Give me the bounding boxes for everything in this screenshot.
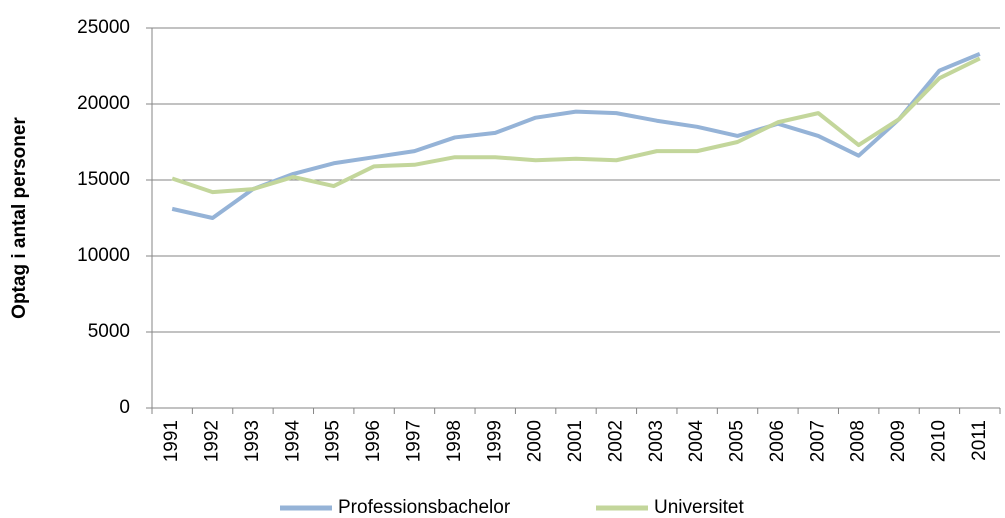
x-tick-label: 2004 bbox=[686, 420, 707, 463]
series-line bbox=[171, 56, 981, 195]
x-tick-label: 2010 bbox=[928, 420, 949, 462]
x-tick-label: 2007 bbox=[807, 420, 828, 462]
legend-label: Universitet bbox=[654, 497, 744, 518]
x-tick-label: 2008 bbox=[848, 420, 869, 462]
x-tick-label: 2005 bbox=[727, 420, 748, 462]
x-tick-label: 1998 bbox=[444, 420, 465, 462]
x-tick-label: 1991 bbox=[161, 420, 182, 462]
series-line bbox=[171, 51, 981, 220]
x-tick-label: 1995 bbox=[323, 420, 344, 462]
x-tick-label: 1996 bbox=[363, 420, 384, 462]
x-tick-label: 2003 bbox=[646, 420, 667, 462]
legend-label: Professionsbachelor bbox=[338, 497, 511, 518]
x-tick-label: 2011 bbox=[969, 420, 990, 461]
x-tick-label: 2006 bbox=[767, 420, 788, 462]
y-tick-label: 5000 bbox=[88, 321, 130, 342]
y-tick-label: 20000 bbox=[77, 93, 130, 114]
x-tick-label: 1992 bbox=[202, 420, 223, 462]
x-tick-label: 1993 bbox=[242, 420, 263, 462]
x-tick-label: 2000 bbox=[525, 420, 546, 462]
y-tick-label: 15000 bbox=[77, 169, 130, 190]
y-tick-label: 0 bbox=[119, 397, 130, 418]
y-tick-label: 25000 bbox=[77, 17, 130, 38]
x-tick-label: 2009 bbox=[888, 420, 909, 462]
x-tick-label: 2002 bbox=[605, 420, 626, 462]
x-tick-label: 2001 bbox=[565, 420, 586, 462]
x-tick-label: 1997 bbox=[403, 420, 424, 462]
x-tick-label: 1994 bbox=[282, 420, 303, 463]
x-tick-label: 1999 bbox=[484, 420, 505, 462]
y-axis-label: Optag i antal personer bbox=[9, 117, 30, 319]
y-tick-label: 10000 bbox=[77, 245, 130, 266]
